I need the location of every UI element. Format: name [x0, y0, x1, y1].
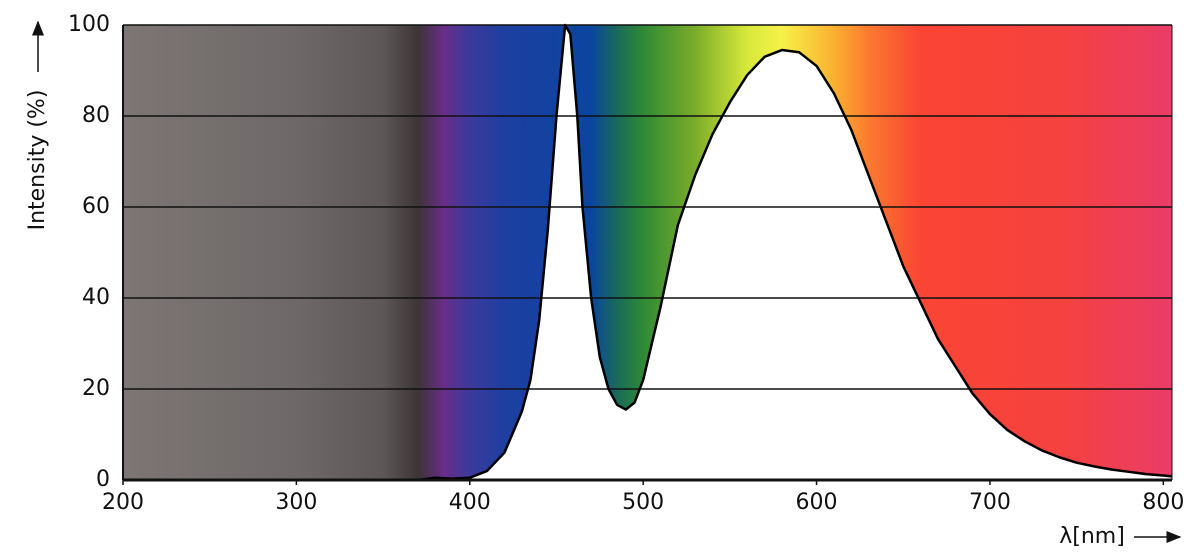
x-tick-label: 200	[102, 490, 144, 515]
x-axis-label: λ[nm]	[1059, 524, 1125, 549]
y-tick-label: 0	[96, 467, 110, 492]
y-axis-label: Intensity (%)	[25, 90, 50, 231]
x-tick-label: 400	[449, 490, 491, 515]
y-tick-label: 100	[68, 12, 110, 37]
x-tick-label: 600	[796, 490, 838, 515]
area-fill	[123, 25, 1172, 480]
x-tick-label: 300	[275, 490, 317, 515]
y-tick-label: 80	[82, 103, 110, 128]
x-tick-label: 700	[969, 490, 1011, 515]
x-tick-label: 500	[622, 490, 664, 515]
x-tick-label: 800	[1142, 490, 1184, 515]
y-tick-label: 40	[82, 285, 110, 310]
y-tick-label: 60	[82, 194, 110, 219]
y-tick-label: 20	[82, 376, 110, 401]
line	[123, 23, 1173, 482]
